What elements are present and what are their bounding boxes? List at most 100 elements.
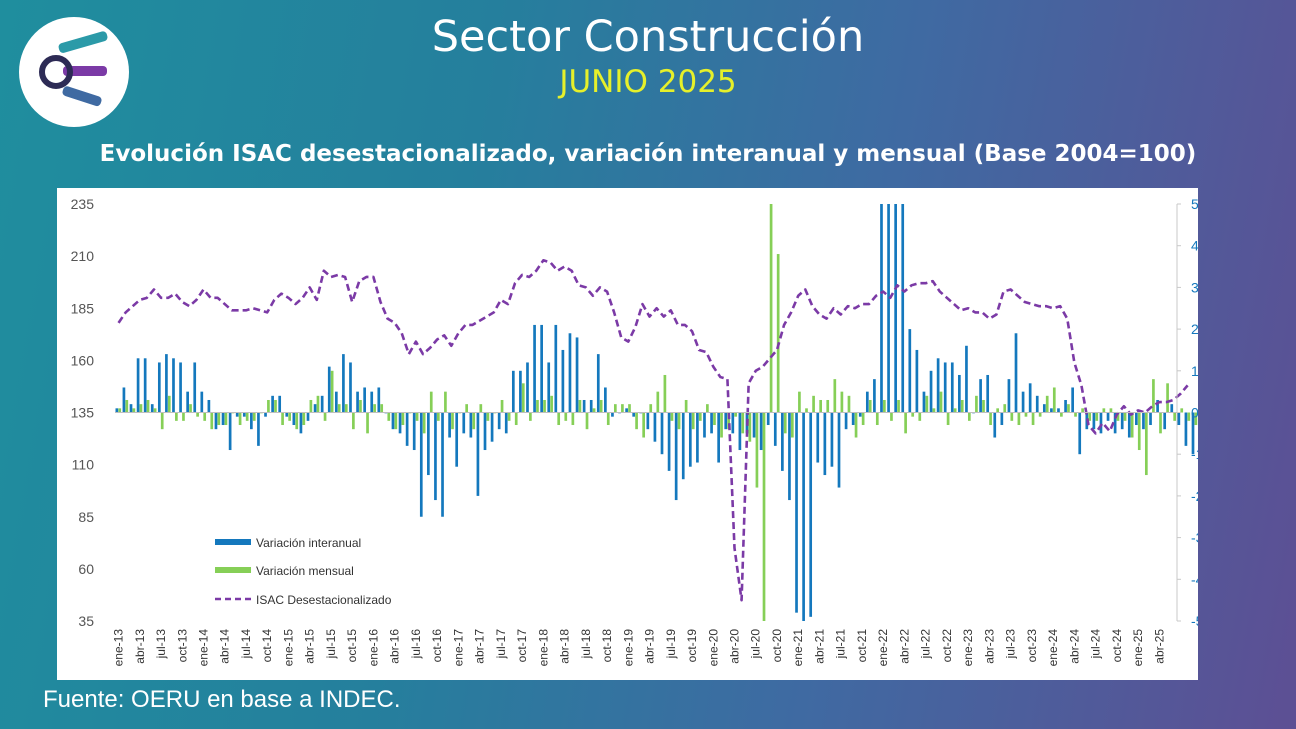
x-tick-label: oct-20 (770, 629, 784, 663)
left-axis: 235 210 185 160 135 110 85 60 35 (71, 196, 95, 629)
interanual-bar (653, 412, 657, 442)
mensual-bar (819, 399, 822, 413)
x-tick-label: abr-14 (218, 629, 232, 664)
y-left-tick: 85 (78, 509, 94, 525)
interanual-bar (950, 362, 954, 413)
mensual-bar (720, 412, 723, 438)
interanual-bar (271, 395, 274, 413)
interanual-bar (986, 374, 990, 413)
mensual-bar (1173, 412, 1176, 421)
y-right-tick: -10% (1191, 446, 1198, 462)
interanual-bar (462, 412, 466, 434)
mensual-bar (267, 399, 270, 413)
mensual-bar (1166, 383, 1169, 413)
x-tick-label: abr-23 (982, 629, 996, 664)
interanual-bar (781, 412, 784, 471)
interanual-bar (1106, 412, 1110, 421)
x-tick-label: jul-23 (1004, 629, 1018, 660)
x-tick-label: oct-13 (175, 629, 189, 663)
mensual-bar (196, 412, 199, 417)
mensual-bar (621, 404, 624, 413)
mensual-bar (309, 399, 313, 413)
mensual-bar (904, 412, 907, 434)
mensual-bar (578, 399, 582, 413)
mensual-bar (1045, 395, 1049, 413)
mensual-bar (472, 412, 476, 430)
mensual-bar (628, 404, 631, 413)
mensual-bar (1081, 408, 1084, 413)
x-tick-label: oct-15 (345, 629, 359, 663)
interanual-bar (136, 358, 140, 413)
interanual-bar (292, 412, 296, 426)
interanual-bar (398, 412, 402, 434)
mensual-bar (861, 412, 865, 426)
y-right-tick: -40% (1191, 571, 1198, 587)
interanual-bar (873, 379, 876, 413)
mensual-bar (684, 399, 688, 413)
interanual-bar (660, 412, 664, 455)
mensual-bar (465, 404, 468, 413)
interanual-bar (1113, 412, 1117, 434)
x-tick-label: ene-18 (536, 629, 550, 667)
interanual-bar (717, 412, 720, 463)
interanual-bar (504, 412, 508, 434)
y-right-tick: 0% (1191, 405, 1198, 421)
interanual-bar (469, 412, 473, 438)
interanual-bar (483, 412, 487, 451)
interanual-bar (434, 412, 437, 501)
y-right-tick: -30% (1191, 530, 1198, 546)
mensual-bar (281, 412, 284, 426)
interanual-bar (858, 412, 862, 417)
interanual-bar (143, 358, 147, 413)
interanual-bar (441, 412, 444, 517)
mensual-bar (734, 412, 738, 417)
interanual-bar (476, 412, 480, 496)
interanual-bar (1028, 383, 1032, 413)
interanual-bar (759, 412, 763, 451)
x-tick-label: jul-20 (749, 629, 763, 660)
logo-mark-icon (39, 31, 108, 107)
mensual-bar (210, 412, 214, 430)
legend-label-interanual: Variación interanual (256, 536, 361, 550)
interanual-bar (1156, 399, 1159, 413)
interanual-bar (865, 391, 869, 413)
x-tick-label: ene-16 (366, 629, 380, 667)
legend: Variación interanual Variación mensual I… (215, 536, 392, 607)
mensual-bar (1137, 412, 1141, 451)
mensual-bar (1159, 412, 1162, 434)
mensual-bar (677, 412, 681, 430)
mensual-bar (635, 412, 638, 430)
x-tick-label: jul-17 (494, 629, 508, 660)
mensual-bar (1017, 412, 1021, 426)
x-tick-label: jul-14 (239, 629, 253, 660)
x-tick-label: ene-15 (281, 629, 295, 667)
mensual-bar (1031, 412, 1035, 426)
interanual-bar (575, 337, 579, 413)
interanual-bar (979, 379, 982, 413)
mensual-bar (1130, 412, 1134, 438)
mensual-bar (444, 391, 447, 413)
interanual-bar (200, 391, 204, 413)
interanual-bar (334, 391, 338, 413)
mensual-bar (323, 412, 327, 421)
x-tick-label: ene-23 (961, 629, 975, 667)
interanual-bar (1127, 412, 1131, 438)
interanual-bar (278, 395, 282, 413)
x-tick-label: ene-21 (791, 629, 805, 667)
x-tick-label: abr-21 (812, 629, 826, 664)
interanual-bar (490, 412, 494, 442)
interanual-bar (1191, 412, 1195, 455)
interanual-bar (1120, 412, 1124, 430)
interanual-bar (943, 362, 947, 413)
mensual-bar (592, 408, 596, 413)
interanual-bar (731, 412, 735, 434)
mensual-bar (387, 412, 391, 421)
interanual-bar (1163, 412, 1167, 430)
interanual-bar (349, 362, 352, 413)
interanual-bar (936, 358, 940, 413)
interanual-bar (752, 412, 756, 438)
page-title: Sector Construcción (431, 12, 865, 62)
x-tick-label: abr-18 (558, 629, 572, 664)
interanual-bar (724, 412, 728, 430)
x-tick-label: jul-22 (919, 629, 933, 660)
